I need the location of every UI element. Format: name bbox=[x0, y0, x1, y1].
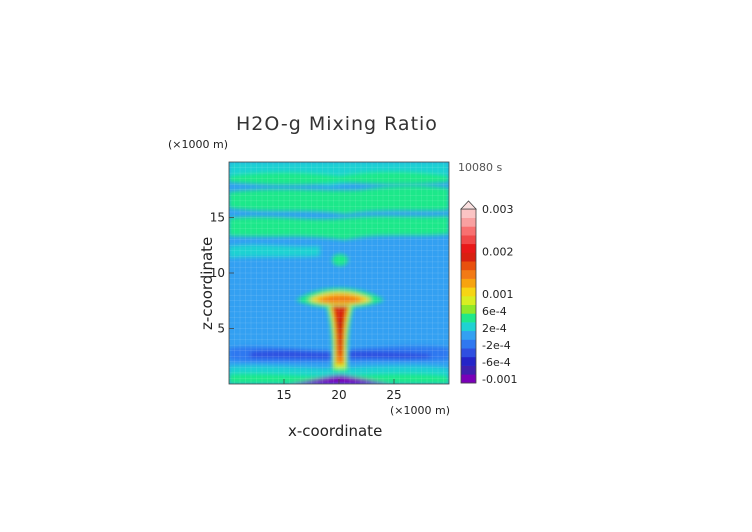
colorbar: 0.003 0.002 0.001 6e-4 2e-4 -2e-4 -6e-4 -0.001 bbox=[460, 200, 517, 386]
colorbar-bin bbox=[461, 322, 476, 332]
heatmap-plot bbox=[229, 162, 449, 384]
field-green-mid bbox=[229, 186, 449, 214]
z-axis-unit: (×1000 m) bbox=[168, 138, 229, 151]
colorbar-bin bbox=[461, 304, 476, 314]
colorbar-bin bbox=[461, 348, 476, 358]
colorbar-label: 0.003 bbox=[482, 203, 514, 216]
y-tick-label: 5 bbox=[217, 322, 225, 336]
field-plume-core bbox=[336, 320, 344, 346]
field-anvil-orange bbox=[316, 295, 364, 303]
y-axis-label: z-coordinate bbox=[198, 236, 216, 330]
colorbar-bin bbox=[461, 209, 476, 218]
colorbar-bin bbox=[461, 287, 476, 297]
colorbar-bin bbox=[461, 269, 476, 279]
x-axis-unit: (×1000 m) bbox=[390, 404, 451, 417]
colorbar-bin bbox=[461, 261, 476, 271]
time-label: 10080 s bbox=[458, 161, 503, 174]
colorbar-bin bbox=[461, 356, 476, 366]
field-green-top bbox=[229, 171, 449, 185]
colorbar-bin bbox=[461, 235, 476, 245]
colorbar-bin bbox=[461, 252, 476, 262]
colorbar-bin bbox=[461, 339, 476, 349]
colorbar-bin bbox=[461, 278, 476, 288]
colorbar-label: 6e-4 bbox=[482, 305, 507, 318]
x-axis-label: x-coordinate bbox=[288, 422, 383, 440]
colorbar-bin bbox=[461, 217, 476, 227]
y-tick-label: 15 bbox=[210, 211, 225, 225]
colorbar-label: -6e-4 bbox=[482, 356, 511, 369]
terrain-hill bbox=[290, 375, 390, 384]
field-green-spot bbox=[332, 254, 348, 266]
colorbar-label: 2e-4 bbox=[482, 322, 507, 335]
field-green-band bbox=[229, 216, 449, 240]
colorbar-label: -2e-4 bbox=[482, 339, 511, 352]
colorbar-label: 0.001 bbox=[482, 288, 514, 301]
y-axis: 5 10 15 bbox=[210, 211, 234, 336]
colorbar-bin bbox=[461, 296, 476, 305]
chart-title: H2O-g Mixing Ratio bbox=[236, 113, 438, 135]
x-axis: 15 20 25 bbox=[276, 379, 402, 402]
colorbar-bin bbox=[461, 243, 476, 253]
colorbar-bin bbox=[461, 365, 476, 375]
colorbar-extend-arrow bbox=[460, 200, 477, 210]
colorbar-bin bbox=[461, 313, 476, 323]
field-green-lower bbox=[229, 244, 320, 258]
colorbar-bin bbox=[461, 374, 476, 384]
colorbar-bin bbox=[461, 226, 476, 236]
colorbar-bin bbox=[461, 330, 476, 340]
x-tick-label: 15 bbox=[276, 388, 291, 402]
grid-lines bbox=[229, 162, 449, 384]
x-tick-label: 25 bbox=[386, 388, 401, 402]
x-tick-label: 20 bbox=[331, 388, 346, 402]
y-tick-label: 10 bbox=[210, 266, 225, 280]
colorbar-label: 0.002 bbox=[482, 245, 514, 258]
colorbar-label: -0.001 bbox=[482, 373, 517, 386]
